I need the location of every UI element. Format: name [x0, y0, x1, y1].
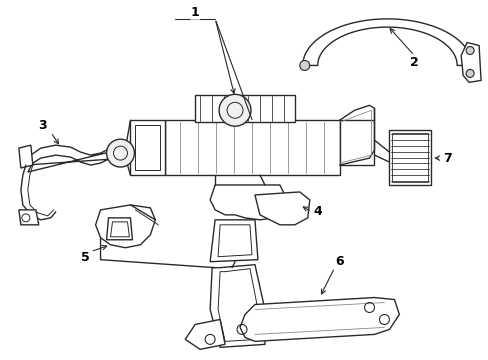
- Polygon shape: [210, 265, 264, 347]
- Polygon shape: [26, 145, 125, 172]
- Polygon shape: [19, 210, 39, 225]
- Polygon shape: [302, 19, 471, 66]
- Text: 1: 1: [190, 6, 199, 19]
- Polygon shape: [339, 120, 374, 165]
- Polygon shape: [95, 205, 155, 248]
- Text: 2: 2: [409, 56, 418, 69]
- Text: 5: 5: [81, 251, 90, 264]
- Text: 7: 7: [442, 152, 450, 165]
- Circle shape: [465, 69, 473, 77]
- Circle shape: [465, 46, 473, 54]
- Polygon shape: [460, 42, 480, 82]
- Circle shape: [219, 94, 250, 126]
- Polygon shape: [106, 218, 132, 240]
- Polygon shape: [210, 185, 285, 220]
- Text: 3: 3: [39, 119, 47, 132]
- Polygon shape: [210, 220, 258, 262]
- Polygon shape: [130, 120, 165, 175]
- Polygon shape: [185, 319, 224, 349]
- Text: 6: 6: [335, 255, 343, 268]
- Text: 4: 4: [313, 205, 322, 219]
- Polygon shape: [195, 95, 294, 122]
- Polygon shape: [388, 130, 430, 185]
- Circle shape: [106, 139, 134, 167]
- Polygon shape: [254, 192, 309, 225]
- Polygon shape: [240, 298, 399, 341]
- Circle shape: [299, 60, 309, 71]
- Polygon shape: [19, 145, 33, 168]
- Polygon shape: [165, 120, 339, 175]
